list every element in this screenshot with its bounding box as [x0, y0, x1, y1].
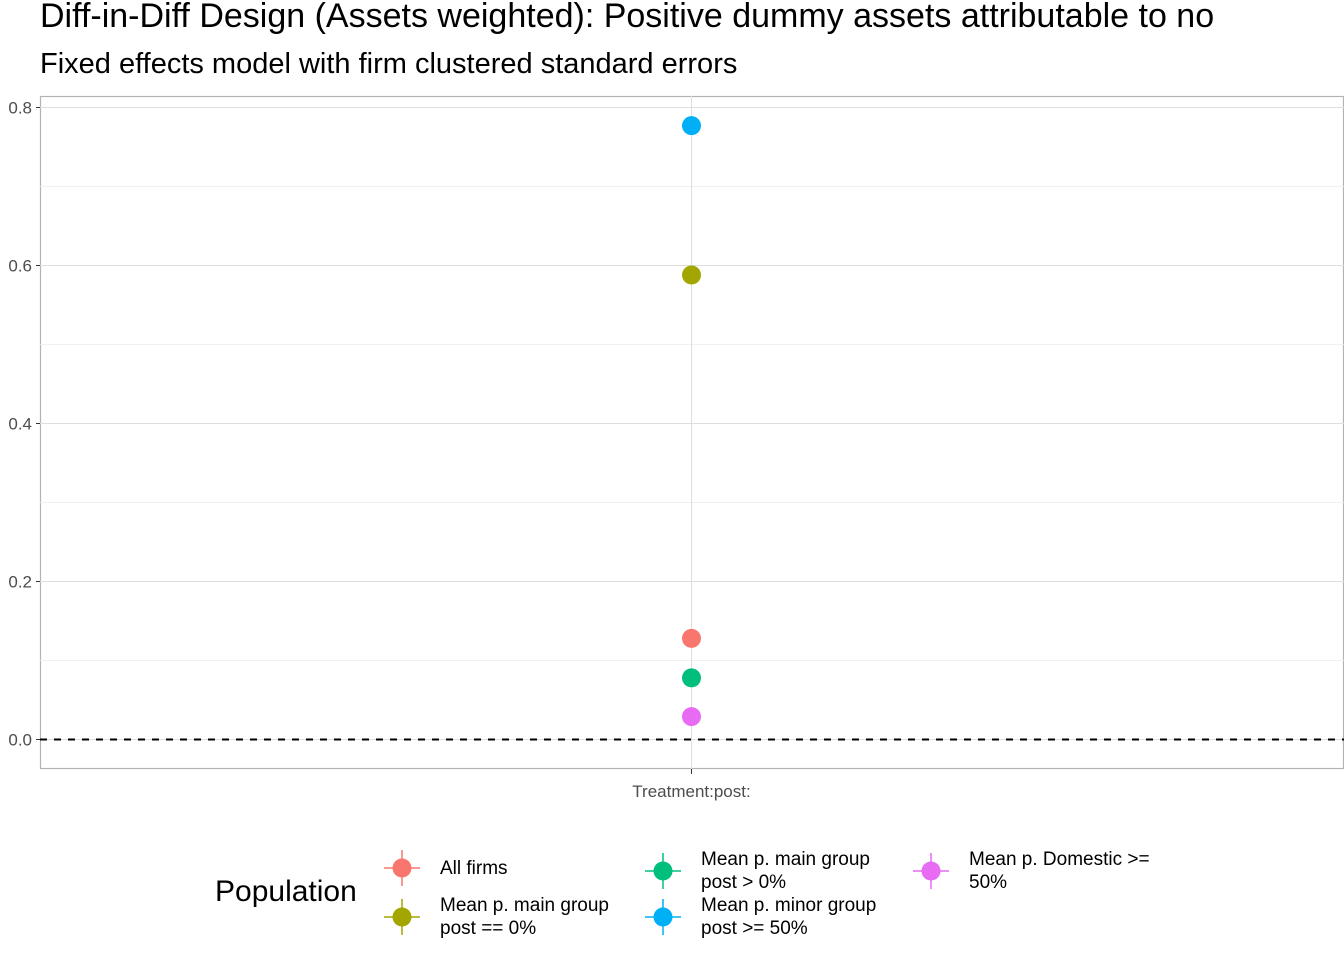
y-tick-label: 0.4 — [8, 415, 32, 434]
legend-item-minor-group: Mean p. minor group post >= 50% — [643, 894, 876, 940]
y-tick-label: 0.8 — [8, 99, 32, 118]
legend-key — [382, 897, 422, 937]
legend-key — [911, 851, 951, 891]
legend-item-domestic: Mean p. Domestic >= 50% — [911, 848, 1150, 894]
legend-swatch — [384, 850, 420, 886]
y-tick-label: 0.2 — [8, 573, 32, 592]
chart-subtitle: Fixed effects model with firm clustered … — [40, 48, 738, 80]
y-tick-label: 0.0 — [8, 731, 32, 750]
chart-title: Diff-in-Diff Design (Assets weighted): P… — [40, 0, 1215, 35]
legend-swatch — [384, 899, 420, 935]
data-point — [682, 668, 701, 688]
data-point — [682, 265, 701, 285]
legend-label: Mean p. main group post > 0% — [701, 849, 870, 893]
legend-label: Mean p. Domestic >= 50% — [969, 849, 1150, 893]
legend-key — [382, 848, 422, 888]
legend-label: All firms — [440, 857, 508, 879]
data-point — [682, 628, 701, 648]
legend-swatch — [645, 899, 681, 935]
data-point — [682, 707, 701, 727]
legend-item-main-group-positive: Mean p. main group post > 0% — [643, 848, 870, 894]
legend-title: Population — [215, 875, 357, 908]
y-tick-label: 0.6 — [8, 257, 32, 276]
legend-item-all-firms: All firms — [382, 848, 508, 888]
legend-swatch — [645, 853, 681, 889]
x-tick-label: Treatment:post: — [632, 782, 750, 801]
plot-area: 0.0 0.2 0.4 0.6 0.8 Treatment:post: — [8, 95, 1344, 801]
legend-label: Mean p. minor group post >= 50% — [701, 895, 877, 939]
legend-item-main-group-zero: Mean p. main group post == 0% — [382, 894, 609, 940]
data-point — [682, 116, 701, 136]
legend-label: Mean p. main group post == 0% — [440, 895, 609, 939]
legend-swatch — [913, 853, 949, 889]
legend-key — [643, 897, 683, 937]
legend-key — [643, 851, 683, 891]
